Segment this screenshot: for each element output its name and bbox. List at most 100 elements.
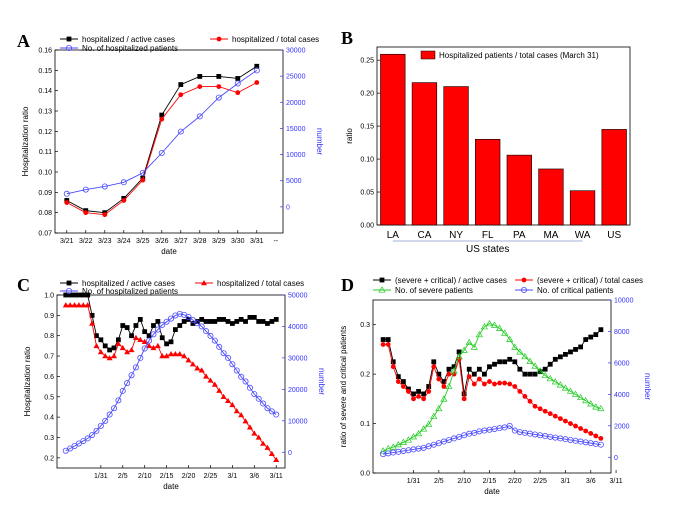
data-point (141, 345, 148, 352)
legend-marker (66, 45, 73, 52)
data-point (62, 302, 69, 308)
legend-label: No. of hospitalized patients (82, 287, 178, 296)
data-point (172, 351, 179, 357)
data-point (76, 292, 82, 298)
data-point (487, 379, 492, 384)
data-point (511, 343, 519, 350)
x-tick-label: 2/25 (204, 473, 218, 480)
series-line-no-of-hospitalized-patients (65, 313, 277, 452)
y2-tick-label: 6000 (614, 360, 630, 367)
data-point (167, 315, 174, 322)
y-tick-label: 0.25 (360, 58, 374, 65)
data-point (268, 450, 275, 456)
y2-tick-label: 5000 (286, 178, 302, 185)
legend-label: No. of hospitalized patients (82, 44, 178, 53)
x-tick-label: PA (513, 230, 526, 241)
data-point (563, 418, 568, 424)
data-point (547, 361, 553, 367)
data-point (517, 366, 523, 372)
data-point (185, 314, 192, 321)
data-point (172, 327, 178, 332)
data-point (430, 412, 438, 419)
data-point (254, 80, 260, 85)
data-point (395, 379, 401, 384)
data-point (598, 436, 604, 441)
data-point (196, 113, 203, 120)
data-point (546, 374, 554, 382)
data-point (490, 321, 499, 328)
data-point (251, 430, 258, 436)
data-point (532, 371, 538, 377)
y-tick-label: 0.12 (38, 129, 52, 136)
data-point (225, 319, 231, 324)
y-tick-label: 0.14 (38, 88, 52, 95)
data-point (71, 302, 78, 308)
data-point (379, 447, 387, 454)
data-point (566, 387, 575, 394)
x-tick-label: 2/20 (508, 478, 522, 485)
data-point (124, 348, 131, 355)
x-tick-label: 2/10 (138, 473, 152, 480)
data-point (436, 371, 442, 377)
data-point (273, 456, 280, 463)
data-point (146, 333, 152, 339)
x-tick-label: 2/5 (434, 478, 444, 485)
data-point (158, 150, 165, 157)
data-point (238, 317, 244, 322)
legend-marker (379, 277, 385, 283)
data-point (194, 365, 201, 371)
data-point (181, 319, 187, 324)
legend-marker (66, 287, 73, 294)
data-point (229, 321, 235, 326)
data-point (93, 342, 100, 349)
y2-tick-label: 15000 (286, 126, 306, 133)
data-point (106, 411, 113, 418)
data-point (197, 84, 203, 89)
y2-tick-label: 0 (288, 450, 292, 457)
data-point (502, 359, 508, 365)
data-point (151, 323, 156, 328)
legend-marker (216, 36, 222, 42)
y-tick-label: 0.6 (44, 374, 54, 381)
data-point (542, 408, 548, 414)
data-point (583, 337, 589, 342)
panel-letter: A (17, 31, 30, 51)
data-point (536, 367, 544, 374)
plot-frame (376, 46, 631, 226)
data-point (189, 317, 196, 324)
bar-wa (569, 190, 596, 226)
y-tick-label: 0.07 (38, 231, 52, 238)
legend-label: No. of severe patients (395, 286, 473, 295)
data-point (450, 367, 458, 374)
data-point (416, 389, 421, 394)
y-axis-label: Hospitalization ratio (23, 346, 32, 416)
data-point (527, 398, 533, 404)
data-point (568, 421, 573, 426)
x-tick-label: 2/15 (483, 478, 497, 485)
data-point (522, 371, 528, 377)
data-point (63, 292, 69, 298)
data-point (178, 82, 184, 87)
data-point (264, 405, 271, 412)
data-point (273, 317, 279, 322)
y-tick-label: 0.3 (44, 435, 54, 442)
y2-tick-label: 25000 (286, 74, 306, 81)
data-point (497, 380, 502, 386)
y-tick-label: 0.20 (360, 91, 374, 98)
data-point (390, 359, 396, 365)
data-point (80, 302, 87, 308)
data-point (178, 92, 184, 98)
x-axis-label: date (163, 482, 179, 491)
data-point (216, 74, 222, 79)
data-point (573, 423, 578, 429)
legend-label: (severe + critical) / active cases (395, 276, 507, 285)
data-point (111, 345, 117, 351)
data-point (571, 390, 580, 397)
data-point (264, 444, 271, 450)
series-line-no-of-hospitalized-patients (66, 70, 258, 195)
data-point (561, 384, 570, 391)
data-point (120, 179, 127, 186)
data-point (526, 357, 534, 364)
bar-la (380, 53, 406, 226)
data-point (119, 344, 126, 351)
